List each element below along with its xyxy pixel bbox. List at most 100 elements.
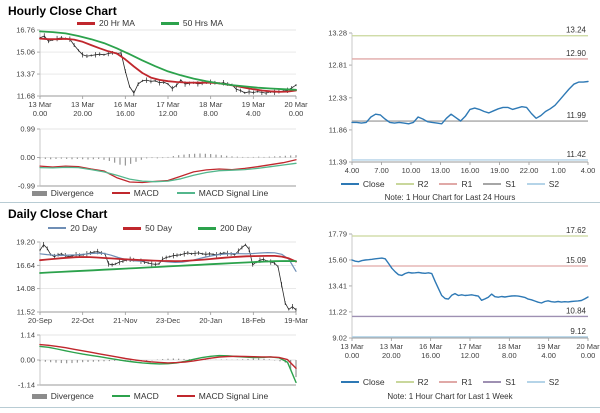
svg-text:15.06: 15.06 (16, 48, 35, 57)
svg-text:4.00: 4.00 (581, 166, 596, 175)
legend-item-s1: S1 (483, 377, 516, 387)
line-swatch (526, 183, 545, 185)
legend-item-200day: 200 Day (198, 223, 252, 233)
daily-pivot-chart: 17.79 15.60 13.41 11.22 9.02 17.62 15.09 10.84 9… (328, 226, 600, 360)
svg-text:22.00: 22.00 (520, 166, 539, 175)
line-swatch (395, 183, 414, 185)
hourly-ma-legend: 20 Hr MA 50 Hrs MA (0, 18, 300, 28)
svg-text:19.20: 19.20 (16, 238, 35, 247)
svg-text:16.76: 16.76 (16, 26, 35, 35)
line-swatch (439, 183, 458, 185)
svg-text:0.00: 0.00 (581, 351, 596, 360)
hourly-pivot-chart: 13.28 12.81 12.33 11.86 11.39 13.24 12.90 11.99… (328, 26, 596, 175)
svg-text:20.00: 20.00 (73, 109, 92, 118)
svg-text:19 Mar: 19 Mar (242, 100, 266, 109)
hourly-macd-legend: Divergence MACD MACD Signal Line (0, 188, 300, 198)
legend-item-s2: S2 (526, 179, 559, 189)
section-divider (0, 202, 600, 203)
line-swatch (160, 21, 179, 25)
svg-text:9.02: 9.02 (332, 334, 347, 343)
legend-item-divergence: Divergence (31, 391, 94, 401)
line-swatch (526, 381, 545, 383)
legend-item-r2: R2 (395, 377, 428, 387)
line-swatch (439, 381, 458, 383)
line-swatch (340, 183, 359, 185)
legend-item-s2: S2 (526, 377, 559, 387)
svg-text:0.00: 0.00 (33, 109, 48, 118)
svg-text:13 Mar: 13 Mar (340, 342, 364, 351)
daily-pivot-note: Note: 1 Hour Chart for Last 1 Week (387, 392, 513, 401)
legend-item-r2: R2 (395, 179, 428, 189)
svg-text:13.37: 13.37 (16, 70, 35, 79)
svg-text:16.64: 16.64 (16, 261, 35, 270)
svg-text:13.28: 13.28 (328, 29, 347, 38)
svg-text:13 Mar: 13 Mar (380, 342, 404, 351)
legend-item-20hr-ma: 20 Hr MA (76, 18, 135, 28)
bar-swatch (31, 190, 47, 196)
bar-swatch (31, 393, 47, 399)
line-swatch (395, 381, 414, 383)
legend-item-macd: MACD (111, 391, 159, 401)
svg-text:20 Mar: 20 Mar (284, 100, 308, 109)
svg-text:13 Mar: 13 Mar (71, 100, 95, 109)
legend-item-50hr-ma: 50 Hrs MA (160, 18, 223, 28)
daily-chart-title: Daily Close Chart (8, 207, 108, 221)
hourly-macd-chart: 0.99 0.00 -0.99 (18, 125, 297, 191)
svg-text:17 Mar: 17 Mar (458, 342, 482, 351)
svg-text:7.00: 7.00 (374, 166, 389, 175)
legend-item-close: Close (340, 377, 385, 387)
svg-text:11.86: 11.86 (329, 125, 347, 134)
svg-text:11.22: 11.22 (329, 307, 347, 316)
svg-text:17 Mar: 17 Mar (156, 100, 180, 109)
svg-text:11.99: 11.99 (567, 111, 587, 120)
svg-text:16.00: 16.00 (461, 166, 480, 175)
svg-text:10.00: 10.00 (402, 166, 421, 175)
svg-text:12.33: 12.33 (328, 93, 347, 102)
svg-text:13 Mar: 13 Mar (28, 100, 52, 109)
svg-text:12.00: 12.00 (159, 109, 178, 118)
svg-text:13.24: 13.24 (566, 26, 587, 35)
daily-macd-chart: 1.14 0.00 -1.14 (18, 331, 297, 390)
svg-text:18 Mar: 18 Mar (498, 342, 522, 351)
svg-text:13.41: 13.41 (328, 281, 347, 290)
legend-item-s1: S1 (483, 179, 516, 189)
daily-pivot-legend: Close R2 R1 S1 S2 (300, 377, 600, 387)
svg-text:4.00: 4.00 (345, 166, 360, 175)
legend-item-50day: 50 Day (123, 223, 172, 233)
svg-text:17.79: 17.79 (328, 230, 347, 239)
svg-text:16.00: 16.00 (421, 351, 440, 360)
legend-item-close: Close (340, 179, 385, 189)
line-swatch (111, 192, 130, 194)
svg-text:12.00: 12.00 (461, 351, 480, 360)
line-swatch (176, 192, 195, 194)
hourly-pivot-note: Note: 1 Hour Chart for Last 24 Hours (384, 193, 516, 202)
hourly-chart-title: Hourly Close Chart (8, 4, 117, 18)
legend-item-macd-signal: MACD Signal Line (176, 391, 268, 401)
svg-text:15.60: 15.60 (328, 255, 347, 264)
svg-text:16 Mar: 16 Mar (419, 342, 443, 351)
svg-text:22-Oct: 22-Oct (71, 316, 94, 325)
svg-text:8.00: 8.00 (502, 351, 517, 360)
svg-text:18-Feb: 18-Feb (241, 316, 265, 325)
svg-text:4.00: 4.00 (246, 109, 261, 118)
legend-item-r1: R1 (439, 377, 472, 387)
legend-item-divergence: Divergence (31, 188, 94, 198)
legend-item-macd-signal: MACD Signal Line (176, 188, 268, 198)
line-swatch (483, 381, 502, 383)
svg-text:0.00: 0.00 (345, 351, 360, 360)
svg-text:12.90: 12.90 (566, 49, 587, 58)
svg-text:19.00: 19.00 (490, 166, 509, 175)
svg-text:10.84: 10.84 (566, 306, 587, 315)
svg-text:20 Mar: 20 Mar (576, 342, 600, 351)
legend-item-r1: R1 (439, 179, 472, 189)
svg-text:16 Mar: 16 Mar (114, 100, 138, 109)
svg-text:14.08: 14.08 (16, 284, 35, 293)
legend-item-20day: 20 Day (48, 223, 97, 233)
line-swatch (123, 226, 142, 230)
svg-text:0.99: 0.99 (20, 125, 35, 134)
svg-text:11.68: 11.68 (17, 92, 35, 101)
line-swatch (48, 227, 67, 229)
svg-text:11.42: 11.42 (567, 150, 587, 159)
